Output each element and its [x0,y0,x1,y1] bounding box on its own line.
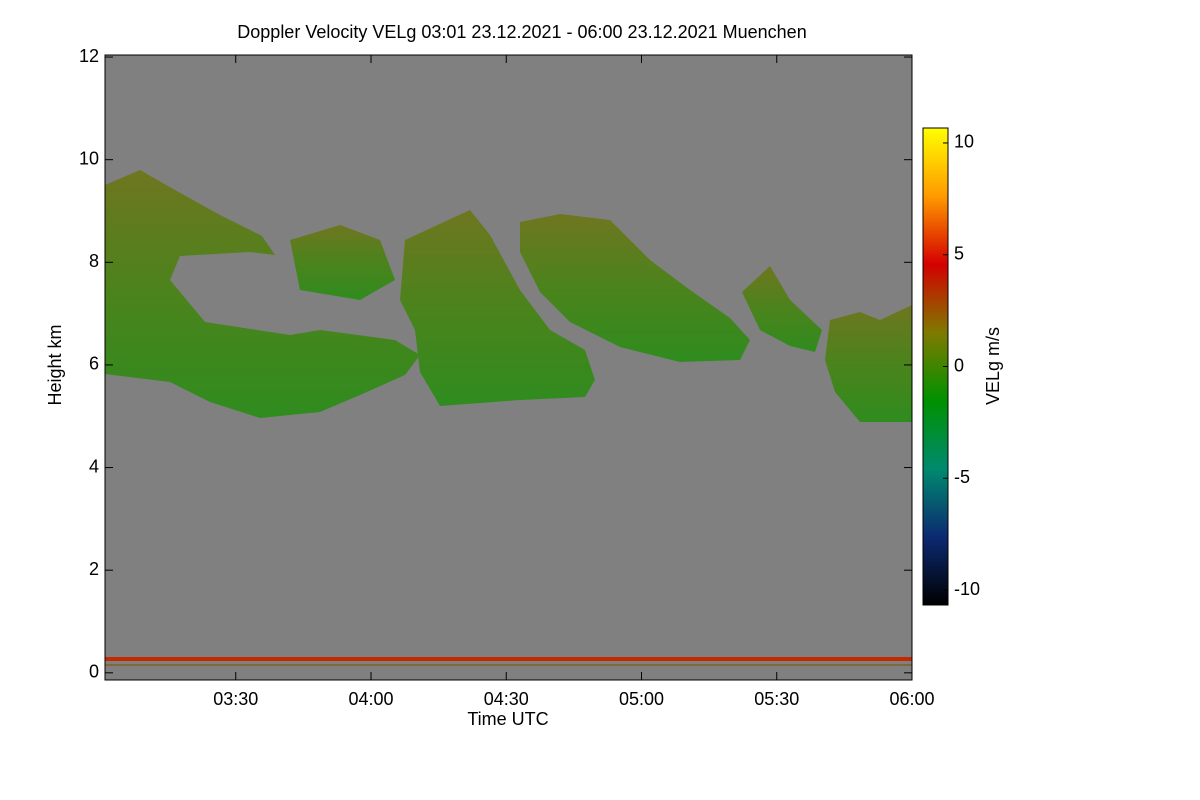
cloud [400,210,595,406]
y-tick-label: 12 [79,46,99,66]
ground-clutter [105,664,912,666]
echo-layer [105,170,912,422]
y-tick-label: 10 [79,148,99,168]
cloud [105,170,420,418]
cloud [520,214,750,362]
x-tick-label: 04:00 [348,689,393,709]
colorbar-tick-label: 0 [954,355,964,375]
y-tick-label: 0 [89,662,99,682]
colorbar-tick-label: -5 [954,467,970,487]
x-tick-label: 05:30 [754,689,799,709]
cloud [290,225,395,300]
x-tick-label: 03:30 [213,689,258,709]
chart-title: Doppler Velocity VELg 03:01 23.12.2021 -… [237,22,806,42]
colorbar-tick-label: -10 [954,579,980,599]
x-axis-label: Time UTC [467,709,548,729]
x-tick-label: 04:30 [484,689,529,709]
y-tick-label: 6 [89,354,99,374]
cloud [825,305,912,422]
ground-clutter [105,657,912,661]
y-tick-label: 8 [89,251,99,271]
colorbar-tick-label: 5 [954,243,964,263]
plot-frame [104,54,913,681]
colorbar-tick-label: 10 [954,132,974,152]
x-tick-label: 06:00 [889,689,934,709]
y-axis-label: Height km [45,324,65,405]
y-tick-label: 4 [89,456,99,476]
x-tick-label: 05:00 [619,689,664,709]
colorbar-label: VELg m/s [983,327,1003,405]
y-tick-label: 2 [89,559,99,579]
cloud [742,266,822,352]
